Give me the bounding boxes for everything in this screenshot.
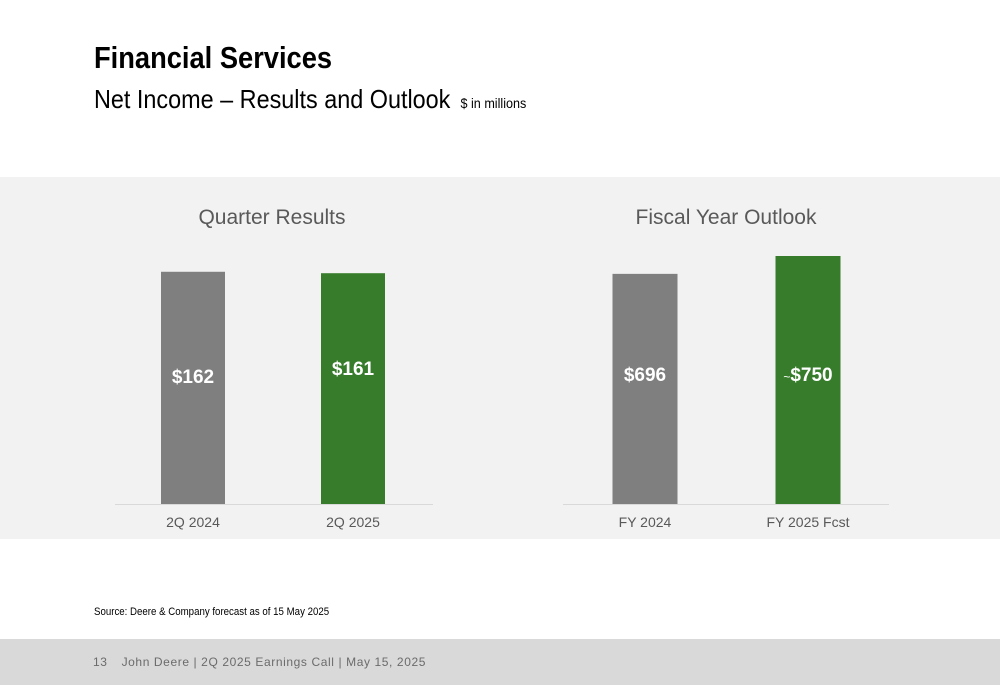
subtitle-text: Net Income – Results and Outlook xyxy=(94,84,451,114)
x-tick-label: 2Q 2025 xyxy=(326,514,380,530)
approx-prefix: ~ xyxy=(783,370,790,384)
units-note: $ in millions xyxy=(460,95,527,111)
footer-bar: 13 John Deere | 2Q 2025 Earnings Call | M… xyxy=(0,639,1000,685)
source-note: Source: Deere & Company forecast as of 1… xyxy=(94,606,330,618)
bar-fy-2025-fcst xyxy=(775,256,841,504)
charts-panel: Quarter Results $162 2Q 2024 $161 2Q 2025 Fi… xyxy=(0,177,1000,539)
bar-value: $162 xyxy=(172,367,214,388)
chart-title: Quarter Results xyxy=(198,206,345,229)
bar-2q-2025 xyxy=(321,273,385,504)
quarter-results-chart: Quarter Results $162 2Q 2024 $161 2Q 2025 xyxy=(115,206,433,530)
footer-text: 13 John Deere | 2Q 2025 Earnings Call | M… xyxy=(93,655,440,669)
page-number: 13 xyxy=(93,655,108,669)
bar-data-label: $161 xyxy=(332,359,375,380)
x-tick-label: FY 2024 xyxy=(619,514,672,530)
x-tick-label: FY 2025 Fcst xyxy=(766,514,849,530)
bar-2q-2024 xyxy=(161,271,225,504)
bar-value: $161 xyxy=(332,359,375,380)
x-tick-label: 2Q 2024 xyxy=(166,514,220,530)
bar-data-label: ~$750 xyxy=(783,365,832,386)
page-title: Financial Services xyxy=(94,40,333,75)
page-subtitle: Net Income – Results and Outlook $ in mi… xyxy=(94,84,526,115)
bar-value: $696 xyxy=(624,365,666,386)
chart-title: Fiscal Year Outlook xyxy=(636,206,817,229)
bar-data-label: $696 xyxy=(624,365,666,386)
fiscal-year-outlook-chart: Fiscal Year Outlook $696 FY 2024 ~$750 FY 20… xyxy=(563,206,889,530)
bar-fy-2024 xyxy=(612,273,678,504)
bar-value: $750 xyxy=(790,365,832,386)
bar-data-label: $162 xyxy=(172,367,214,388)
footer-caption: John Deere | 2Q 2025 Earnings Call | May… xyxy=(121,655,427,669)
